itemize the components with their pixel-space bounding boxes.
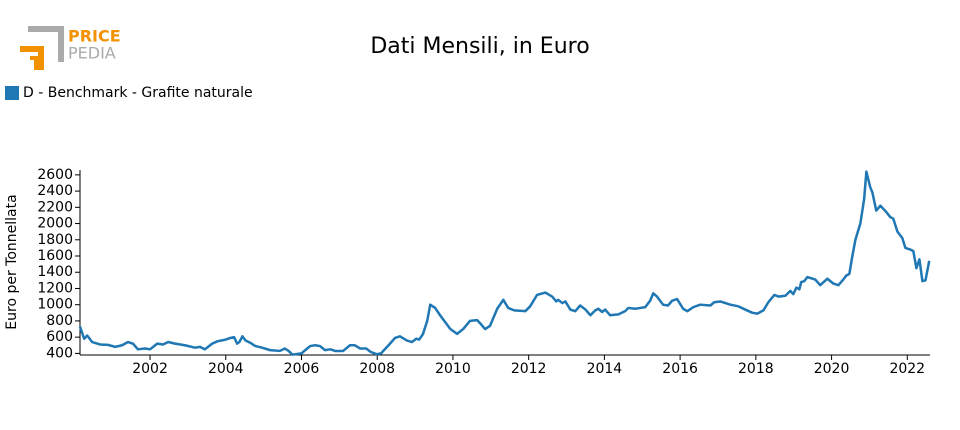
x-tick-label: 2010 [435, 361, 471, 377]
y-tick-label: 600 [46, 329, 73, 345]
y-tick-label: 400 [46, 345, 73, 361]
y-tick-label: 2600 [37, 167, 73, 183]
y-tick-label: 800 [46, 313, 73, 329]
logo-mark [30, 56, 38, 70]
x-tick-label: 2008 [359, 361, 395, 377]
x-tick-label: 2012 [511, 361, 547, 377]
y-tick-label: 2000 [37, 216, 73, 232]
x-tick-label: 2006 [284, 361, 320, 377]
y-tick-label: 2400 [37, 183, 73, 199]
x-tick-label: 2002 [132, 361, 168, 377]
x-tick-label: 2004 [208, 361, 244, 377]
logo: PRICE PEDIA [20, 26, 121, 70]
y-tick-label: 1000 [37, 297, 73, 313]
x-tick-label: 2018 [738, 361, 774, 377]
logo-text: PRICE [68, 27, 121, 46]
y-tick-label: 1600 [37, 248, 73, 264]
logo-mark [28, 26, 64, 62]
x-tick-label: 2020 [814, 361, 850, 377]
x-tick-label: 2016 [662, 361, 698, 377]
x-tick-label: 2014 [587, 361, 623, 377]
y-tick-label: 1200 [37, 280, 73, 296]
y-tick-label: 1400 [37, 264, 73, 280]
legend-swatch [5, 86, 19, 100]
y-tick-label: 2200 [37, 199, 73, 215]
line [78, 170, 931, 356]
legend-label: D - Benchmark - Grafite naturale [23, 85, 253, 101]
y-tick-label: 1800 [37, 232, 73, 248]
x-tick-label: 2022 [889, 361, 925, 377]
chart-title: Dati Mensili, in Euro [370, 34, 589, 59]
logo-text: PEDIA [68, 44, 116, 63]
y-axis-label: Euro per Tonnellata [4, 194, 20, 329]
